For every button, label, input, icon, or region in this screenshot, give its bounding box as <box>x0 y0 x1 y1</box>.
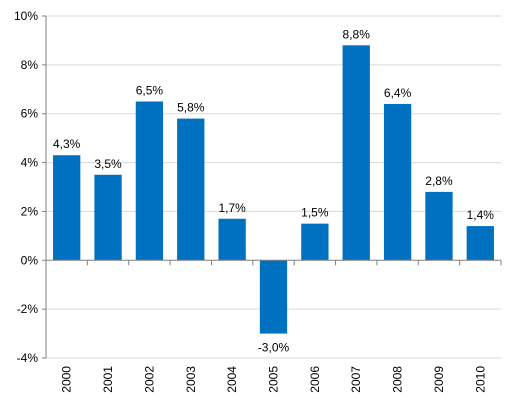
bar-2005 <box>259 260 288 334</box>
data-label-2003: 5,8% <box>177 101 205 115</box>
category-label-2010: 2010 <box>473 366 487 393</box>
y-tick-label: 0% <box>21 253 39 267</box>
bar-2010 <box>466 226 494 261</box>
bar-2007 <box>342 45 370 261</box>
bar-2006 <box>301 223 329 261</box>
category-label-2008: 2008 <box>391 366 405 393</box>
category-label-2009: 2009 <box>432 366 446 393</box>
category-label-2000: 2000 <box>60 366 74 393</box>
data-labels: 4,3% 3,5% 6,5% 5,8% 1,7% -3,0% 1,5% 8,8% 6,4% 2,8… <box>53 27 494 354</box>
y-tick-label: 8% <box>21 58 39 72</box>
data-label-2007: 8,8% <box>343 27 371 41</box>
bars <box>53 45 494 334</box>
data-label-2004: 1,7% <box>218 201 246 215</box>
category-label-2002: 2002 <box>142 366 156 393</box>
y-tick-label: 2% <box>21 204 39 218</box>
y-tick-label: -4% <box>17 351 39 365</box>
bar-2008 <box>383 103 412 261</box>
data-label-2001: 3,5% <box>94 157 122 171</box>
data-label-2010: 1,4% <box>467 208 495 222</box>
x-axis-category-labels: 2000 2001 2002 2003 2004 2005 2006 2007 2008 2009… <box>60 366 488 393</box>
y-tick-label: 4% <box>21 156 39 170</box>
data-label-2000: 4,3% <box>53 137 81 151</box>
y-tick-label: 10% <box>14 9 38 23</box>
data-label-2009: 2,8% <box>425 174 453 188</box>
gridlines <box>46 15 501 359</box>
bar-2009 <box>425 191 453 261</box>
y-axis-tick-labels: -4% -2% 0% 2% 4% 6% 8% 10% <box>14 9 38 365</box>
data-label-2005: -3,0% <box>258 341 290 355</box>
data-label-2008: 6,4% <box>384 86 412 100</box>
category-label-2001: 2001 <box>101 366 115 393</box>
y-tick-label: -2% <box>17 302 39 316</box>
y-tick-label: 6% <box>21 107 39 121</box>
bar-2003 <box>177 118 205 261</box>
category-label-2004: 2004 <box>225 366 239 393</box>
category-label-2005: 2005 <box>267 366 281 393</box>
category-label-2003: 2003 <box>184 366 198 393</box>
data-label-2006: 1,5% <box>301 206 329 220</box>
category-label-2006: 2006 <box>308 366 322 393</box>
category-label-2007: 2007 <box>349 366 363 393</box>
axes <box>42 15 502 359</box>
bar-2004 <box>218 218 246 261</box>
bar-2001 <box>94 174 122 261</box>
bar-2002 <box>135 101 164 261</box>
bar-2000 <box>53 155 81 261</box>
data-label-2002: 6,5% <box>136 84 164 98</box>
